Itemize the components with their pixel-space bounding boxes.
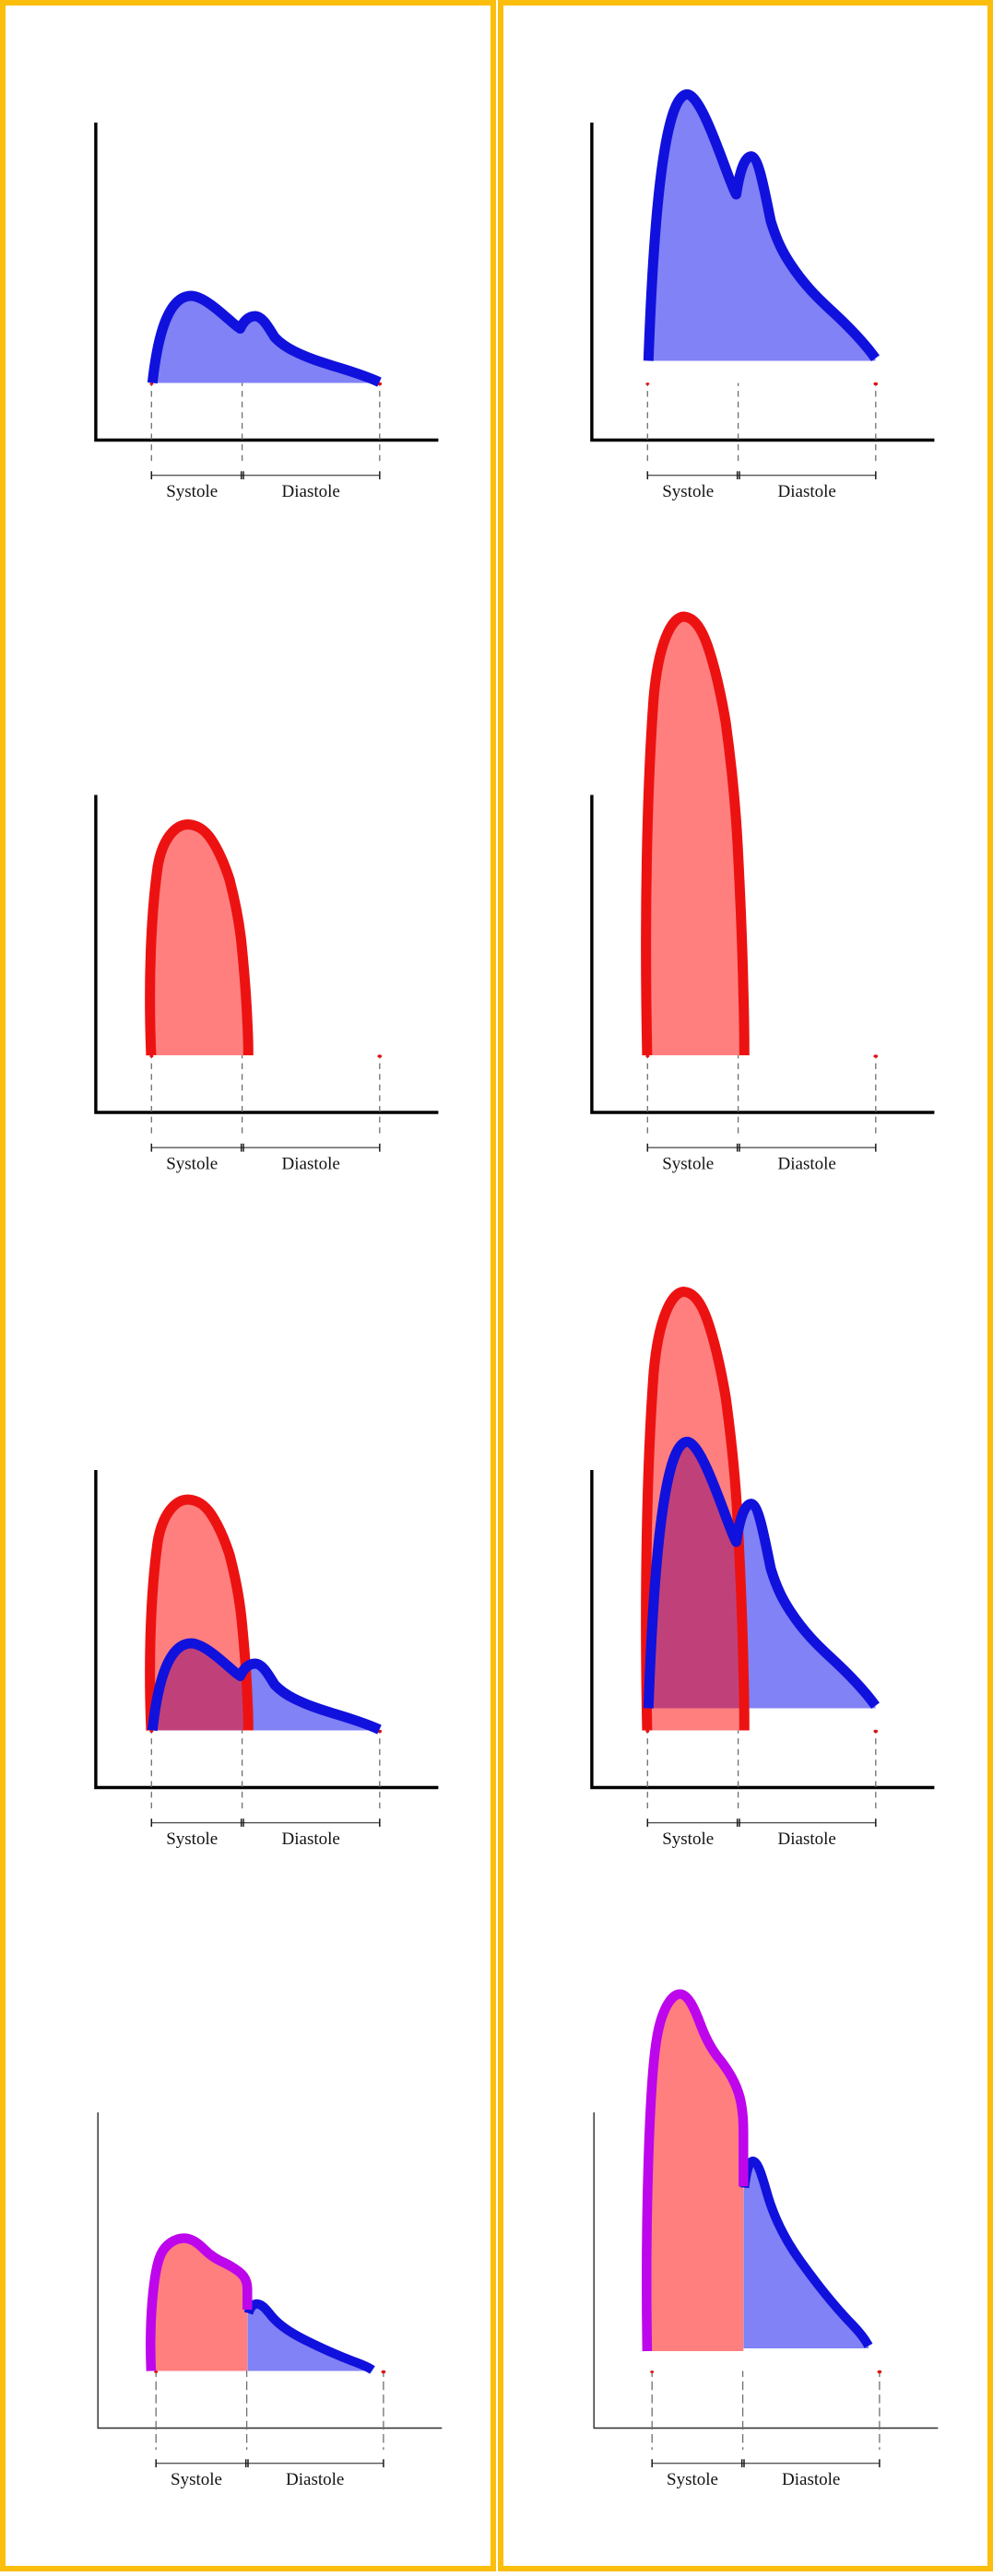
svg-text:Diastole: Diastole — [778, 1155, 836, 1174]
svg-text:Systole: Systole — [171, 2470, 222, 2489]
svg-text:Systole: Systole — [667, 2470, 718, 2489]
svg-text:Diastole: Diastole — [282, 1155, 340, 1174]
svg-text:Systole: Systole — [662, 1155, 714, 1174]
svg-text:Systole: Systole — [166, 1155, 218, 1174]
svg-text:Diastole: Diastole — [782, 2470, 840, 2489]
svg-text:Systole: Systole — [166, 1829, 218, 1849]
svg-text:Diastole: Diastole — [778, 482, 836, 501]
svg-text:Systole: Systole — [662, 482, 714, 501]
svg-text:Systole: Systole — [662, 1829, 714, 1849]
svg-text:Diastole: Diastole — [778, 1829, 836, 1849]
svg-text:Diastole: Diastole — [282, 482, 340, 501]
svg-text:Diastole: Diastole — [282, 1829, 340, 1849]
svg-text:Systole: Systole — [166, 482, 218, 501]
svg-text:Diastole: Diastole — [286, 2470, 344, 2489]
